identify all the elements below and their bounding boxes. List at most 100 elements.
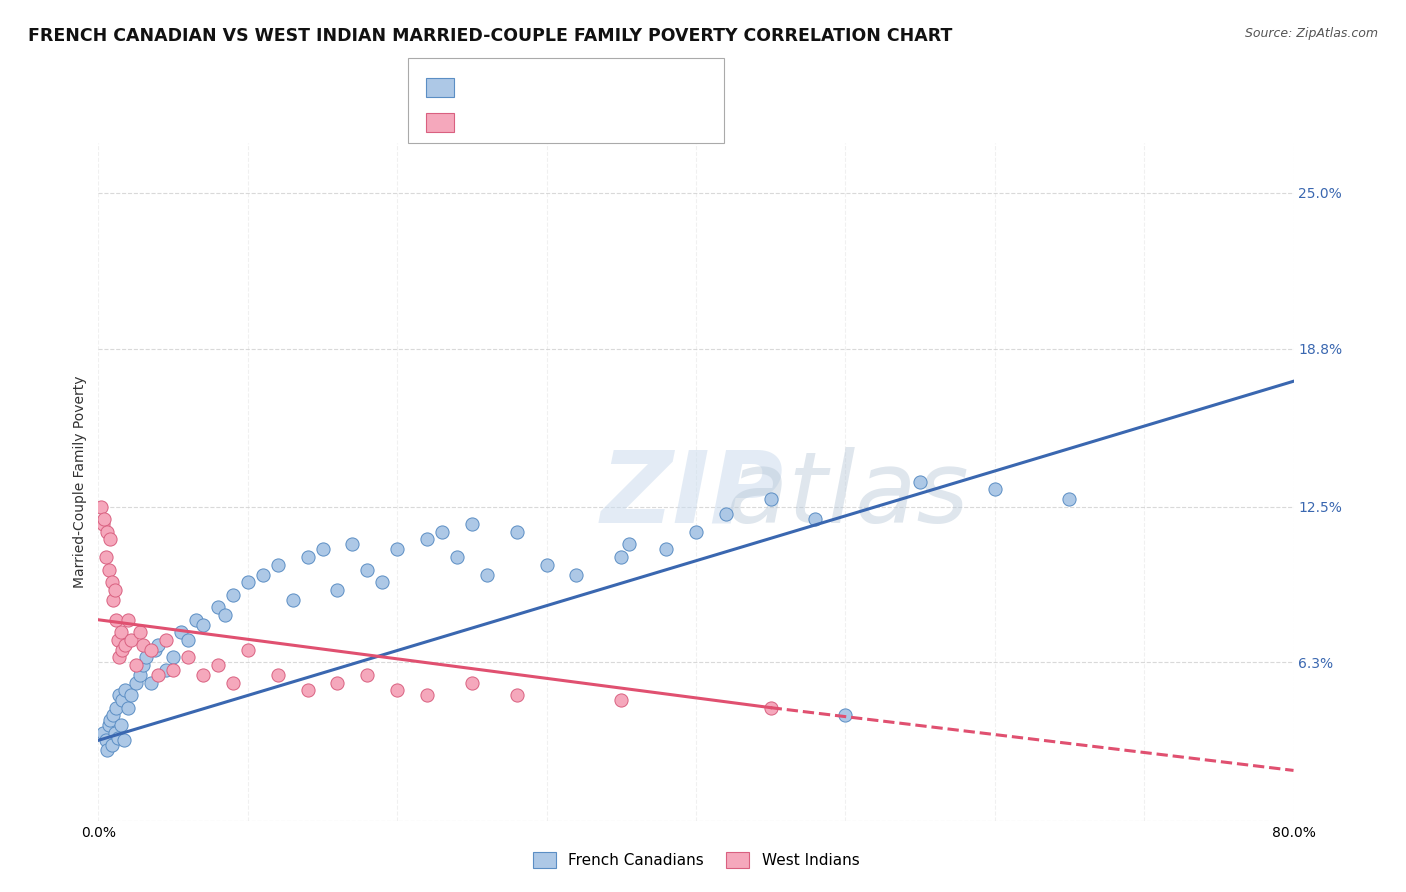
Point xyxy=(222,588,245,602)
Text: N =: N = xyxy=(569,114,606,129)
Point xyxy=(326,582,349,597)
Point xyxy=(461,675,484,690)
Point xyxy=(236,643,259,657)
Point xyxy=(114,638,136,652)
Point xyxy=(110,718,132,732)
Point xyxy=(91,517,114,532)
Point xyxy=(155,663,177,677)
Text: Source: ZipAtlas.com: Source: ZipAtlas.com xyxy=(1244,27,1378,40)
Point xyxy=(101,575,124,590)
Point xyxy=(112,733,135,747)
Point xyxy=(281,592,304,607)
Point xyxy=(252,567,274,582)
Point xyxy=(139,643,162,657)
Point xyxy=(120,688,142,702)
Point xyxy=(385,542,409,557)
Text: R =: R = xyxy=(461,114,496,129)
Point xyxy=(108,650,131,665)
Point xyxy=(96,524,118,539)
Point xyxy=(103,592,125,607)
Point xyxy=(356,563,378,577)
Point xyxy=(759,700,782,714)
Point xyxy=(91,725,114,739)
Point xyxy=(94,549,117,564)
Point xyxy=(236,575,259,590)
Point xyxy=(105,613,128,627)
Text: FRENCH CANADIAN VS WEST INDIAN MARRIED-COUPLE FAMILY POVERTY CORRELATION CHART: FRENCH CANADIAN VS WEST INDIAN MARRIED-C… xyxy=(28,27,952,45)
Point xyxy=(107,632,129,647)
Point xyxy=(191,617,214,632)
Point xyxy=(759,492,782,507)
Point xyxy=(610,693,633,707)
Point xyxy=(107,731,129,745)
Point xyxy=(108,688,131,702)
Text: ZIP: ZIP xyxy=(600,447,783,544)
Point xyxy=(983,482,1005,496)
Point xyxy=(148,638,170,652)
Point xyxy=(132,657,155,672)
Point xyxy=(110,625,132,640)
Point xyxy=(97,718,120,732)
Point xyxy=(114,683,136,698)
Point xyxy=(685,524,707,539)
Point xyxy=(416,688,439,702)
Point xyxy=(356,668,378,682)
Text: 0.555: 0.555 xyxy=(499,79,555,95)
Point xyxy=(105,700,128,714)
Point xyxy=(98,713,122,727)
Point xyxy=(714,508,737,522)
Point xyxy=(1059,492,1081,507)
Point xyxy=(214,607,236,622)
Point xyxy=(155,632,177,647)
Point xyxy=(177,632,200,647)
Point xyxy=(96,743,118,757)
Point xyxy=(267,668,290,682)
Point xyxy=(207,657,229,672)
Point xyxy=(101,739,124,753)
Point xyxy=(90,500,112,514)
Point xyxy=(148,668,170,682)
Point xyxy=(430,524,453,539)
Point xyxy=(169,625,191,640)
Point xyxy=(311,542,333,557)
Point xyxy=(98,533,122,547)
Legend: French Canadians, West Indians: French Canadians, West Indians xyxy=(526,846,866,874)
Point xyxy=(475,567,498,582)
Point xyxy=(111,643,134,657)
Point xyxy=(207,600,229,615)
Point xyxy=(129,625,152,640)
Point xyxy=(385,683,409,698)
Point xyxy=(804,512,827,526)
Point xyxy=(143,643,166,657)
Point xyxy=(908,475,931,489)
Point xyxy=(297,683,319,698)
Point xyxy=(104,725,127,739)
Point xyxy=(184,613,207,627)
Point xyxy=(135,650,157,665)
Point xyxy=(162,663,184,677)
Point xyxy=(536,558,558,572)
Point xyxy=(139,675,162,690)
Text: R =: R = xyxy=(461,79,496,95)
Point xyxy=(297,549,319,564)
Text: N =: N = xyxy=(569,79,606,95)
Point xyxy=(617,537,640,551)
Point xyxy=(371,575,394,590)
Point xyxy=(129,668,152,682)
Point xyxy=(222,675,245,690)
Point xyxy=(94,733,117,747)
Point xyxy=(125,657,148,672)
Text: 63: 63 xyxy=(606,79,628,95)
Text: -0.325: -0.325 xyxy=(499,114,557,129)
Text: 40: 40 xyxy=(606,114,628,129)
Point xyxy=(610,549,633,564)
Point xyxy=(461,517,484,532)
Point xyxy=(506,688,529,702)
Point xyxy=(565,567,588,582)
Point xyxy=(97,563,120,577)
Y-axis label: Married-Couple Family Poverty: Married-Couple Family Poverty xyxy=(73,376,87,588)
Point xyxy=(342,537,364,551)
Text: atlas: atlas xyxy=(600,447,969,544)
Point xyxy=(162,650,184,665)
Point xyxy=(120,632,142,647)
